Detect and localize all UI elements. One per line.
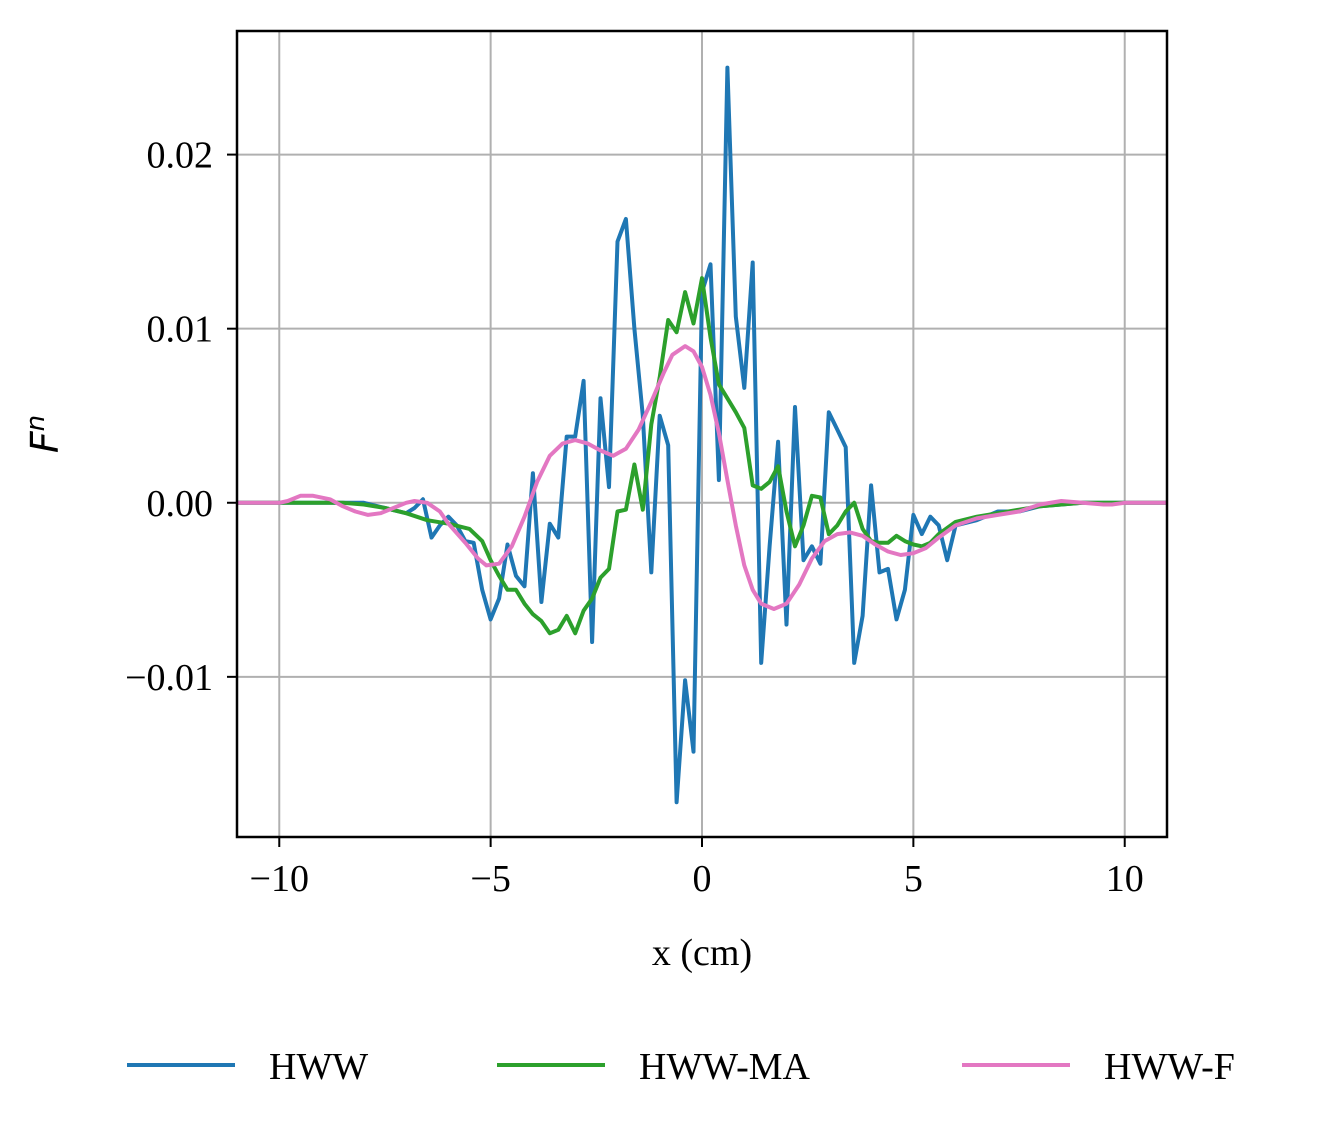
- x-tick-label: −5: [470, 858, 510, 900]
- y-axis-label-base: F: [23, 430, 67, 453]
- legend: HWW HWW-MA HWW-F: [127, 1046, 1235, 1088]
- axis-ticks: −10 −5 0 5 10 −0.01 0.00 0.01 0.02: [125, 135, 1144, 900]
- x-tick-label: 5: [904, 858, 923, 900]
- y-tick-label: 0.00: [147, 483, 214, 525]
- y-axis-label-sup: n: [21, 415, 51, 431]
- legend-label-hww-f: HWW-F: [1104, 1046, 1235, 1088]
- y-tick-label: 0.02: [147, 135, 214, 177]
- x-tick-label: 0: [693, 858, 712, 900]
- legend-label-hww: HWW: [269, 1046, 368, 1088]
- y-tick-label: 0.01: [147, 309, 214, 351]
- legend-label-hww-ma: HWW-MA: [639, 1046, 811, 1088]
- series-lines: [237, 65, 1167, 805]
- series-line-hww-f: [237, 344, 1167, 611]
- x-axis-label: x (cm): [652, 932, 752, 974]
- y-axis-label: Fn: [21, 415, 67, 453]
- x-tick-label: 10: [1106, 858, 1144, 900]
- y-tick-label: −0.01: [125, 657, 213, 699]
- grid-lines: [237, 31, 1167, 837]
- x-tick-label: −10: [250, 858, 309, 900]
